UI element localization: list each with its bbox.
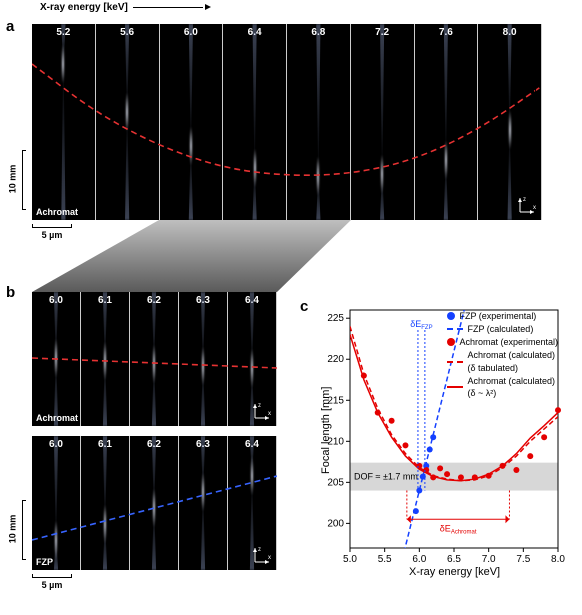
xray-propagation-label: X-ray propagation: [530, 51, 541, 200]
panel-b-label: b: [6, 284, 15, 301]
panel-b-top-strip: 6.06.16.26.36.4Achromatxz: [32, 292, 277, 426]
legend-label: Achromat (experimental): [459, 336, 558, 348]
legend-item: Achromat (experimental): [447, 336, 558, 348]
caustic-cell: 6.0: [160, 24, 224, 220]
panel-a-strip: 5.25.66.06.46.87.27.68.0Achromatxz: [32, 24, 542, 220]
legend-swatch: [447, 328, 463, 330]
chart-xlabel: X-ray energy [keV]: [409, 566, 500, 578]
panel-b-scale-v-label: 10 mm: [7, 515, 17, 544]
panel-b-scale-v: [22, 500, 26, 560]
legend-label: Achromat (calculated)(δ ~ λ²): [467, 375, 555, 399]
panel-a-scale-v-label: 10 mm: [7, 165, 17, 194]
caustic-cell: 6.0: [32, 292, 81, 426]
caustic-cell: 6.2: [130, 292, 179, 426]
caustic-cell: 5.6: [96, 24, 160, 220]
panel-a-scale-v: [22, 150, 26, 210]
legend-item: Achromat (calculated)(δ tabulated): [447, 349, 558, 373]
caustic-cell: 7.6: [415, 24, 479, 220]
caustic-cell: 6.3: [179, 436, 228, 570]
caustic-cell: 7.2: [351, 24, 415, 220]
panel-b-bottom-strip: 6.06.16.26.36.4FZPxz: [32, 436, 277, 570]
legend-swatch: [447, 338, 455, 346]
svg-text:7.5: 7.5: [516, 554, 530, 565]
legend-label: FZP (experimental): [459, 310, 536, 322]
caustic-cell: 6.4: [223, 24, 287, 220]
svg-text:z: z: [523, 197, 526, 203]
strip-tag: Achromat: [36, 413, 78, 423]
svg-text:δEAchromat: δEAchromat: [440, 523, 477, 535]
svg-text:x: x: [533, 205, 536, 211]
svg-text:6.5: 6.5: [447, 554, 461, 565]
panel-b-scale-h-label: 5 µm: [32, 580, 72, 590]
svg-text:225: 225: [327, 313, 344, 324]
svg-text:6.0: 6.0: [412, 554, 426, 565]
legend-item: FZP (experimental): [447, 310, 558, 322]
svg-text:δEFZP: δEFZP: [410, 319, 432, 331]
svg-text:5.5: 5.5: [378, 554, 392, 565]
svg-text:z: z: [258, 403, 261, 409]
svg-text:x: x: [268, 555, 271, 561]
xray-energy-top-label: X-ray energy [keV]: [40, 2, 211, 13]
panel-connector-trapezoid: [32, 220, 542, 292]
chart-legend: FZP (experimental)FZP (calculated)Achrom…: [447, 310, 558, 400]
xz-axes-icon: xz: [251, 544, 273, 566]
legend-swatch: [447, 312, 455, 320]
svg-text:220: 220: [327, 354, 344, 365]
caustic-cell: 5.2: [32, 24, 96, 220]
caustic-cell: 6.1: [81, 436, 130, 570]
legend-label: FZP (calculated): [467, 323, 533, 335]
caustic-cell: 6.0: [32, 436, 81, 570]
caustic-cell: 6.1: [81, 292, 130, 426]
svg-text:205: 205: [327, 477, 344, 488]
svg-text:5.0: 5.0: [343, 554, 357, 565]
legend-swatch: [447, 386, 463, 388]
svg-text:x: x: [268, 411, 271, 417]
strip-tag: Achromat: [36, 207, 78, 217]
svg-text:z: z: [258, 547, 261, 553]
legend-swatch: [447, 361, 463, 363]
chart-ylabel: Focal length [mm]: [320, 387, 332, 474]
caustic-cell: 6.2: [130, 436, 179, 570]
strip-tag: FZP: [36, 557, 53, 567]
svg-text:8.0: 8.0: [551, 554, 565, 565]
svg-text:7.0: 7.0: [482, 554, 496, 565]
panel-b-scale-h: [32, 574, 72, 578]
svg-text:200: 200: [327, 518, 344, 529]
caustic-cell: 6.8: [287, 24, 351, 220]
legend-item: FZP (calculated): [447, 323, 558, 335]
svg-text:DOF ≈ ±1.7 mm: DOF ≈ ±1.7 mm: [354, 472, 418, 482]
panel-c-chart: 5.05.56.06.57.07.58.0200205210215220225δ…: [308, 302, 566, 580]
caustic-cell: 6.3: [179, 292, 228, 426]
legend-label: Achromat (calculated)(δ tabulated): [467, 349, 555, 373]
xz-axes-icon: xz: [251, 400, 273, 422]
panel-a-label: a: [6, 18, 14, 35]
legend-item: Achromat (calculated)(δ ~ λ²): [447, 375, 558, 399]
